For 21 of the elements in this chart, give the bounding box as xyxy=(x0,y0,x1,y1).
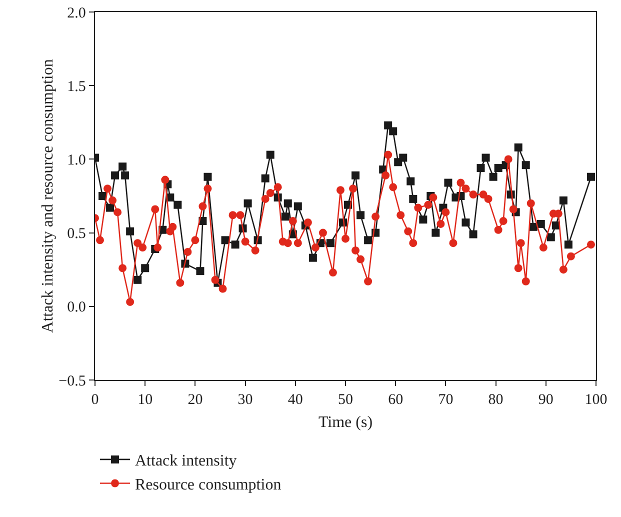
x-tick-label: 60 xyxy=(388,392,404,408)
x-tick-label: 0 xyxy=(91,392,99,408)
x-tick-label: 10 xyxy=(138,392,153,408)
x-tick-label: 80 xyxy=(488,392,504,408)
x-tick-label: 40 xyxy=(288,392,303,408)
x-tick-label: 20 xyxy=(188,392,203,408)
x-tick-label: 50 xyxy=(338,392,353,408)
y-tick-label: 1.0 xyxy=(67,152,86,168)
x-tick-label: 90 xyxy=(538,392,554,408)
x-tick-label: 30 xyxy=(238,392,253,408)
x-axis-title: Time (s) xyxy=(318,414,373,431)
legend-label: Resource consumption xyxy=(135,476,282,494)
legend-label: Attack intensity xyxy=(135,452,237,470)
y-tick-label: 2.0 xyxy=(67,5,86,22)
x-tick-label: 70 xyxy=(438,392,454,408)
y-axis-title: Attack intensity and resource consumption xyxy=(40,59,57,333)
x-tick-label: 100 xyxy=(584,392,608,408)
y-tick-label: 1.5 xyxy=(67,78,86,95)
y-tick-label: 0.5 xyxy=(67,226,86,242)
y-tick-label: −0.5 xyxy=(58,373,86,390)
y-tick-label: 0.0 xyxy=(67,300,86,316)
